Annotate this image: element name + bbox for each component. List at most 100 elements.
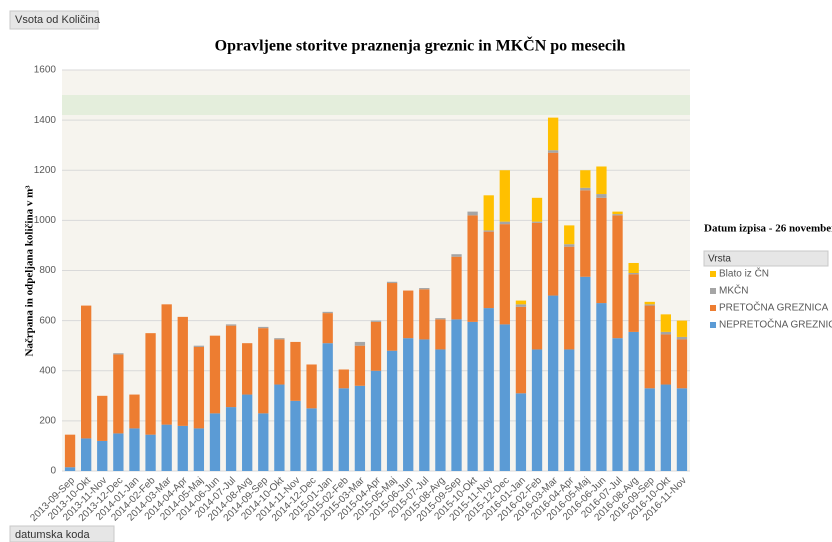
bar-segment [612,215,622,338]
bar-segment [226,324,236,325]
bar-segment [274,338,284,339]
y-tick-label: 1600 [34,65,57,76]
bar-segment [645,302,655,305]
bar-segment [677,339,687,388]
bar-segment [516,307,526,393]
legend-label: NEPRETOČNA GREZNICA [719,318,832,331]
legend-label: Blato iz ČN [719,267,769,280]
bar-segment [194,347,204,428]
legend-swatch [710,305,716,311]
bar-segment [306,364,316,408]
bar-segment [403,338,413,471]
bar-segment [596,198,606,303]
bar-segment [129,428,139,471]
bar-segment [628,332,638,471]
bar-segment [162,425,172,471]
bar-segment [596,194,606,198]
note: Datum izpisa - 26 november [704,223,832,235]
bar-segment [451,254,461,257]
bar-segment [258,328,268,413]
bar-segment [81,306,91,439]
bar-segment [677,337,687,340]
bar-segment [194,346,204,347]
bar-segment [97,396,107,441]
bar-segment [484,232,494,308]
bar-segment [548,296,558,471]
bar-segment [435,319,445,349]
bar-segment [387,283,397,351]
bar-segment [355,342,365,346]
bar-segment [564,225,574,244]
bar-segment [274,339,284,384]
bar-segment [564,244,574,247]
bar-segment [548,118,558,151]
bar-segment [226,407,236,471]
bar-segment [145,333,155,435]
bar-segment [532,222,542,223]
bar-segment [564,349,574,471]
bar-segment [258,413,268,471]
bar-segment [242,395,252,471]
bar-segment [532,223,542,350]
bar-segment [435,318,445,319]
bar-segment [596,166,606,194]
bar-segment [661,385,671,471]
y-tick-label: 200 [39,416,56,427]
bar-segment [371,321,381,322]
bar-segment [258,327,268,328]
bar-segment [162,304,172,424]
bar-segment [387,351,397,471]
y-tick-label: 800 [39,265,56,276]
bar-segment [484,308,494,471]
legend-label: MKČN [719,284,748,297]
bar-segment [628,274,638,332]
bar-segment [548,150,558,153]
bar-segment [548,153,558,296]
bar-segment [628,263,638,273]
bar-segment [274,385,284,471]
bar-segment [323,313,333,343]
bar-segment [210,413,220,471]
y-tick-label: 1000 [34,215,57,226]
bar-segment [435,349,445,471]
chart-title: Opravljene storitve praznenja greznic in… [215,36,626,55]
bar-segment [484,230,494,231]
bar-segment [451,319,461,471]
bar-segment [97,441,107,471]
bar-segment [580,170,590,188]
bar-segment [516,301,526,305]
bar-segment [290,342,300,401]
bar-segment [419,288,429,289]
bar-segment [677,321,687,337]
bar-segment [532,198,542,222]
bar-segment [65,467,75,471]
bar-segment [661,314,671,332]
bar-segment [290,401,300,471]
bar-segment [323,312,333,313]
bar-segment [564,247,574,350]
bar-segment [516,304,526,307]
bar-segment [580,190,590,276]
bar-segment [467,322,477,471]
bar-segment [596,303,606,471]
bar-segment [612,212,622,215]
bar-segment [419,339,429,471]
y-tick-label: 600 [39,315,56,326]
bar-segment [81,438,91,471]
bar-segment [661,332,671,335]
bar-segment [371,322,381,371]
bar-segment [194,428,204,471]
bar-segment [467,212,477,216]
page: Vsota od Količina datumska koda Opravlje… [0,0,832,542]
bar-segment [113,433,123,471]
y-tick-label: 0 [50,466,56,477]
bar-segment [645,306,655,389]
bar-segment [580,277,590,471]
bar-segment [371,371,381,471]
bar-segment [677,388,687,471]
bar-segment [484,195,494,230]
bar-segment [113,354,123,433]
bar-segment [129,395,139,429]
bar-segment [467,215,477,322]
legend-swatch [710,288,716,294]
